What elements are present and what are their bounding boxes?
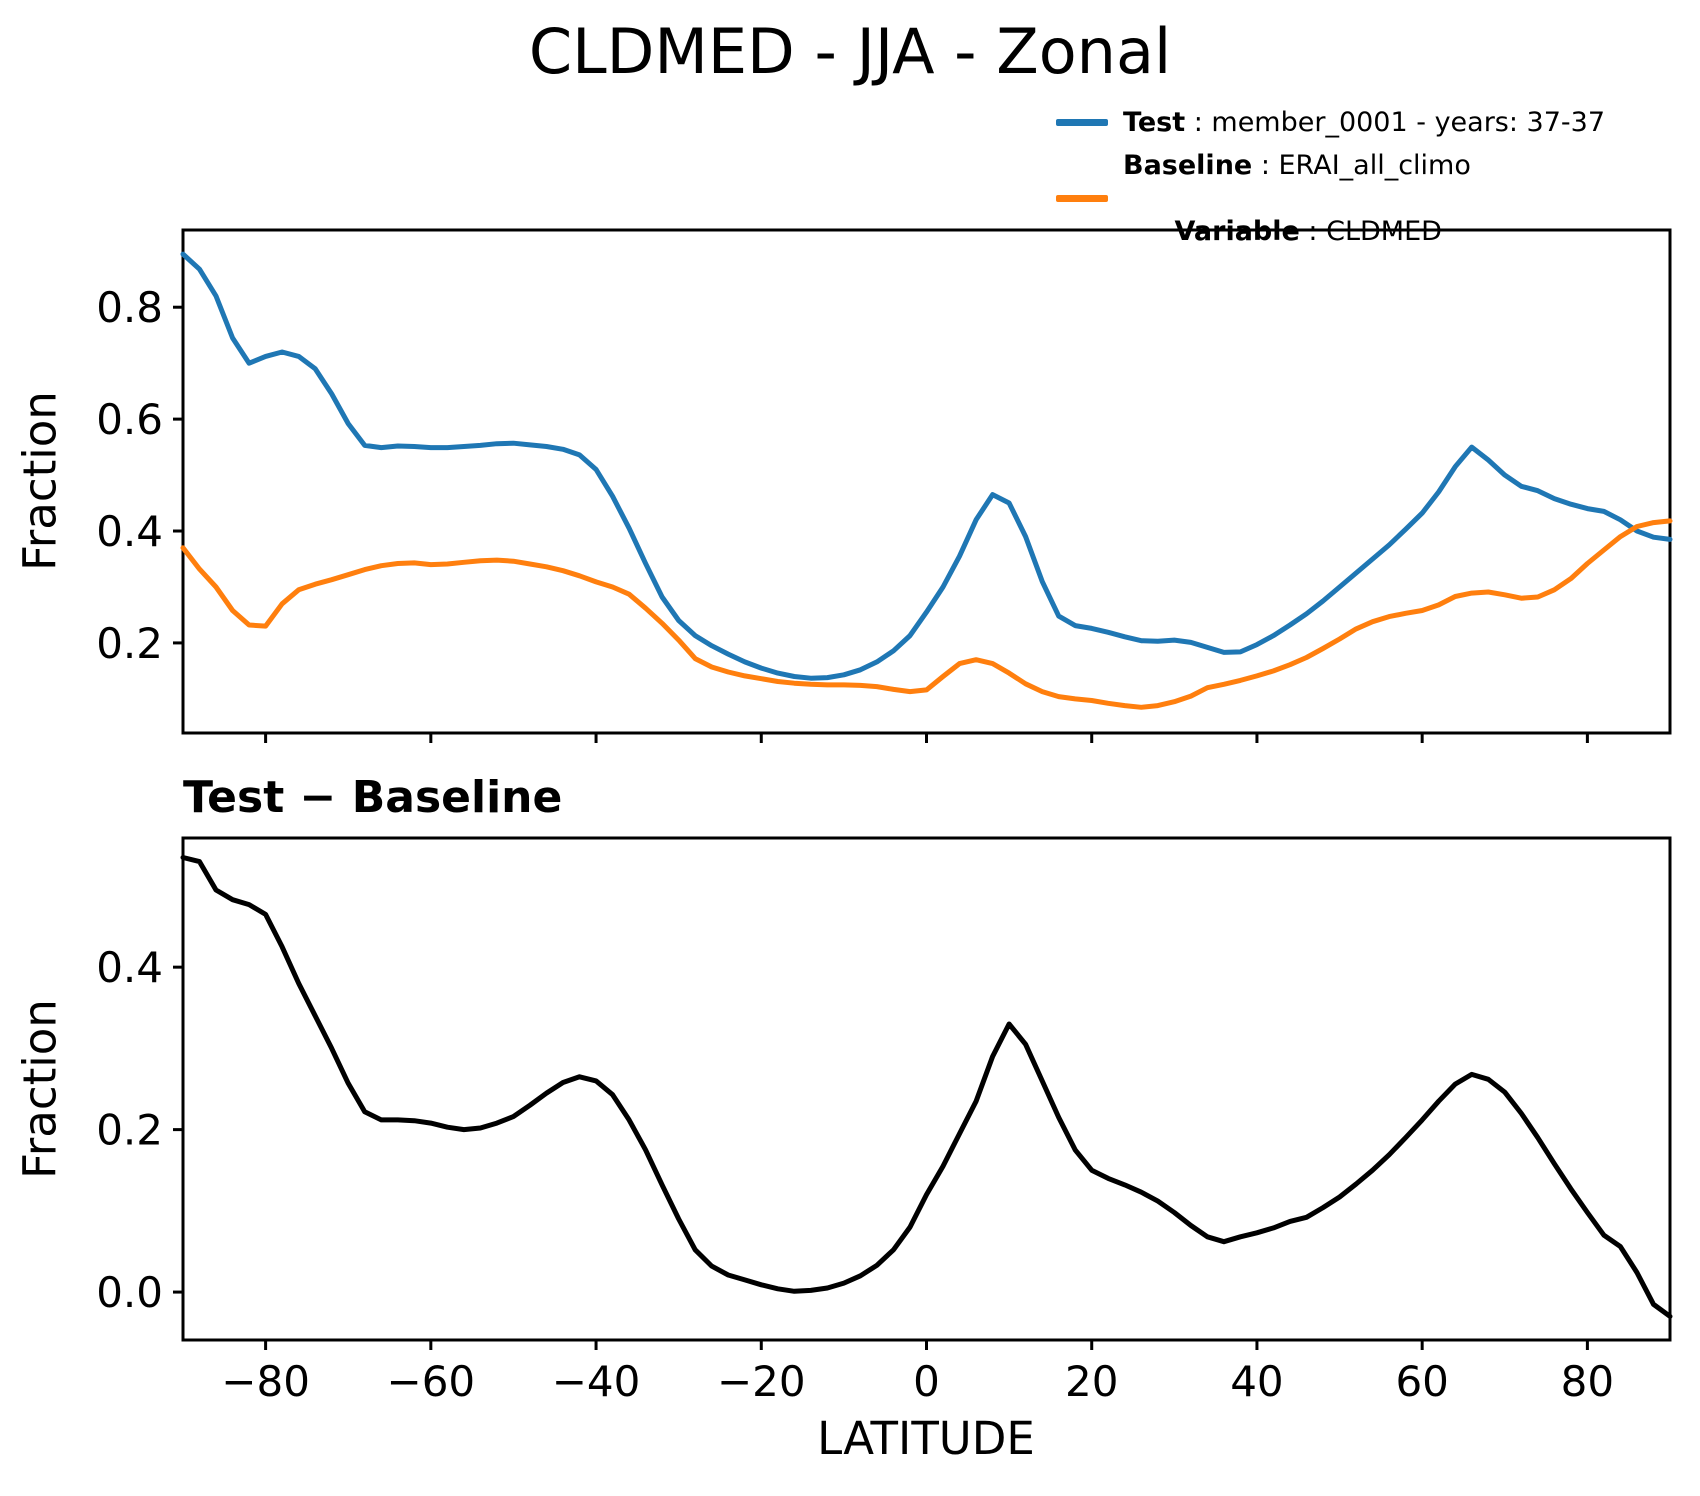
bottom-panel-x-tick-label: 80 (1561, 1357, 1614, 1406)
x-axis-label: LATITUDE (817, 1412, 1035, 1465)
legend-test-value: : member_0001 - years: 37-37 (1185, 107, 1606, 138)
legend-test-text: Test : member_0001 - years: 37-37 (1123, 106, 1605, 139)
difference-panel-title: Test − Baseline (183, 772, 563, 823)
bottom-panel-x-tick-label: −80 (221, 1357, 310, 1406)
bottom-panel-series-line-0 (180, 855, 1673, 1319)
bottom-panel-x-tick-label: 40 (1230, 1357, 1283, 1406)
bottom-panel-x-tick-label: 0 (913, 1357, 940, 1406)
chart-title: CLDMED - JJA - Zonal (528, 15, 1172, 88)
bottom-panel-y-tick-label: 0.0 (96, 1268, 163, 1317)
top-panel-y-tick-label: 0.8 (96, 283, 163, 332)
legend-entry-test: Test : member_0001 - years: 37-37 (1056, 106, 1605, 139)
bottom-panel-spines (181, 836, 1672, 1342)
bottom-panel-x-tick-label: 20 (1065, 1357, 1118, 1406)
legend-baseline-key: Baseline (1123, 150, 1253, 181)
bottom-panel-x-tick-label: 60 (1395, 1357, 1448, 1406)
bottom-panel-x-tick-label: −60 (387, 1357, 476, 1406)
legend-test-key: Test (1123, 107, 1186, 138)
top-panel-y-tick-label: 0.2 (96, 619, 163, 668)
baseline-line-swatch (1056, 195, 1108, 202)
test-line-swatch (1056, 119, 1108, 126)
bottom-panel-x-tick-label: −40 (552, 1357, 641, 1406)
legend-baseline-value: : ERAI_all_climo (1252, 150, 1471, 181)
top-panel-y-tick-label: 0.6 (96, 395, 163, 444)
bottom-panel-y-tick-label: 0.2 (96, 1106, 163, 1155)
top-panel-series-line-0 (180, 251, 1673, 681)
top-panel-y-tick-label: 0.4 (96, 507, 163, 556)
bottom-panel-x-tick-label: −20 (717, 1357, 806, 1406)
bottom-panel-y-tick-label: 0.4 (96, 943, 163, 992)
top-panel-series-line-1 (180, 518, 1673, 710)
